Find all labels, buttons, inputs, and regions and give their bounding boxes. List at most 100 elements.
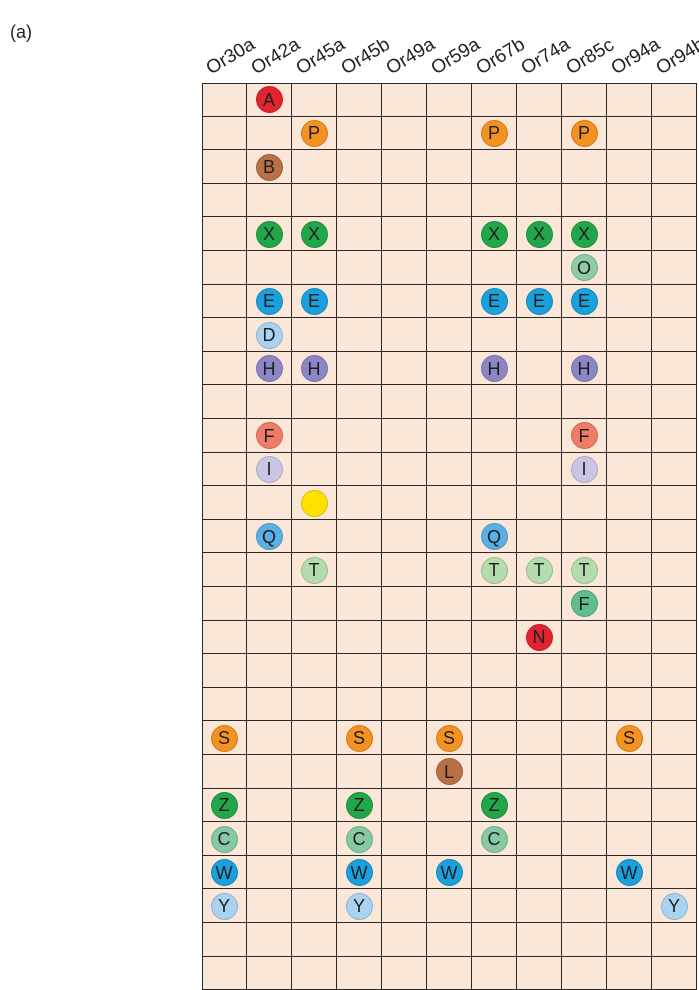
response-marker: A bbox=[255, 86, 283, 114]
grid-cell bbox=[247, 620, 292, 655]
grid-cell bbox=[382, 519, 427, 554]
grid-cell bbox=[202, 419, 247, 453]
column-label: Or94a bbox=[607, 33, 664, 80]
grid-cell bbox=[517, 923, 562, 957]
response-marker: W bbox=[345, 859, 373, 887]
grid-cell bbox=[427, 183, 472, 218]
grid-cell bbox=[292, 385, 337, 419]
grid-cell bbox=[607, 587, 652, 621]
grid-cell bbox=[562, 889, 607, 923]
grid-cell bbox=[562, 721, 607, 755]
grid-cell bbox=[202, 587, 247, 621]
grid-cell bbox=[472, 923, 517, 957]
grid-cell bbox=[607, 116, 652, 151]
grid-cell bbox=[607, 687, 652, 722]
grid-cell bbox=[382, 351, 427, 386]
column-label: Or85c bbox=[562, 34, 618, 80]
grid-cell bbox=[382, 150, 427, 184]
grid-cell bbox=[652, 855, 697, 890]
response-marker: Z bbox=[480, 791, 508, 819]
grid-cell bbox=[652, 553, 697, 587]
grid-cell bbox=[382, 553, 427, 587]
grid-cell bbox=[382, 889, 427, 923]
grid-cell bbox=[517, 855, 562, 890]
grid-cell bbox=[517, 351, 562, 386]
grid-cell bbox=[292, 822, 337, 856]
grid-cell bbox=[382, 620, 427, 655]
grid-cell bbox=[247, 183, 292, 218]
response-marker: Y bbox=[660, 892, 688, 920]
grid-cell bbox=[652, 822, 697, 856]
grid-cell bbox=[607, 519, 652, 554]
grid-cell bbox=[562, 486, 607, 520]
grid-cell bbox=[382, 217, 427, 251]
grid-cell bbox=[517, 956, 562, 990]
grid-cell bbox=[517, 721, 562, 755]
grid-cell bbox=[472, 687, 517, 722]
response-marker: C bbox=[480, 825, 508, 853]
grid-cell bbox=[337, 116, 382, 151]
grid-cell bbox=[517, 419, 562, 453]
column-header-row: Or30a Or42a Or45a Or45b Or49a Or59a Or67b Or74a… bbox=[0, 0, 699, 84]
grid-cell bbox=[292, 183, 337, 218]
grid-cell bbox=[652, 419, 697, 453]
grid-cell bbox=[247, 486, 292, 520]
grid-cell bbox=[382, 755, 427, 789]
response-marker: N bbox=[525, 623, 553, 651]
grid-cell bbox=[652, 923, 697, 957]
grid-cell bbox=[562, 755, 607, 789]
grid-cell bbox=[652, 116, 697, 151]
grid-cell bbox=[202, 284, 247, 319]
grid-cell bbox=[517, 251, 562, 285]
grid-cell bbox=[607, 620, 652, 655]
grid-cell bbox=[652, 217, 697, 251]
column-label: Or74a bbox=[517, 33, 574, 80]
grid-cell bbox=[562, 855, 607, 890]
grid-cell bbox=[382, 855, 427, 890]
grid-cell bbox=[202, 150, 247, 184]
grid-cell bbox=[337, 486, 382, 520]
grid-cell bbox=[247, 251, 292, 285]
response-marker: H bbox=[300, 355, 328, 383]
response-marker: X bbox=[255, 220, 283, 248]
grid-cell bbox=[607, 755, 652, 789]
grid-cell bbox=[562, 318, 607, 352]
grid-cell bbox=[652, 452, 697, 487]
grid-cell bbox=[652, 721, 697, 755]
grid-cell bbox=[607, 217, 652, 251]
grid-cell bbox=[337, 217, 382, 251]
grid-cell bbox=[292, 251, 337, 285]
grid-cell bbox=[202, 116, 247, 151]
grid-cell bbox=[337, 755, 382, 789]
grid-cell bbox=[562, 956, 607, 990]
grid-cell bbox=[337, 519, 382, 554]
grid-cell bbox=[247, 721, 292, 755]
grid-cell bbox=[562, 687, 607, 722]
grid-cell bbox=[427, 385, 472, 419]
grid-cell bbox=[652, 788, 697, 823]
grid-cell bbox=[652, 83, 697, 117]
grid-cell bbox=[517, 755, 562, 789]
grid-cell bbox=[337, 318, 382, 352]
grid-cell bbox=[247, 956, 292, 990]
response-marker: I bbox=[255, 455, 283, 483]
grid-cell bbox=[382, 116, 427, 151]
grid-cell bbox=[202, 385, 247, 419]
grid-cell bbox=[292, 519, 337, 554]
grid-cell bbox=[292, 721, 337, 755]
response-marker: S bbox=[435, 724, 463, 752]
grid-cell bbox=[427, 284, 472, 319]
response-marker: C bbox=[210, 825, 238, 853]
grid-cell bbox=[247, 755, 292, 789]
grid-cell bbox=[472, 150, 517, 184]
grid-cell bbox=[472, 486, 517, 520]
grid-cell bbox=[337, 251, 382, 285]
grid-cell bbox=[652, 486, 697, 520]
grid-cell bbox=[427, 116, 472, 151]
grid-cell bbox=[472, 419, 517, 453]
grid-cell bbox=[292, 620, 337, 655]
grid-cell bbox=[292, 318, 337, 352]
grid-cell bbox=[292, 654, 337, 688]
grid-cell bbox=[337, 687, 382, 722]
grid-cell bbox=[472, 956, 517, 990]
